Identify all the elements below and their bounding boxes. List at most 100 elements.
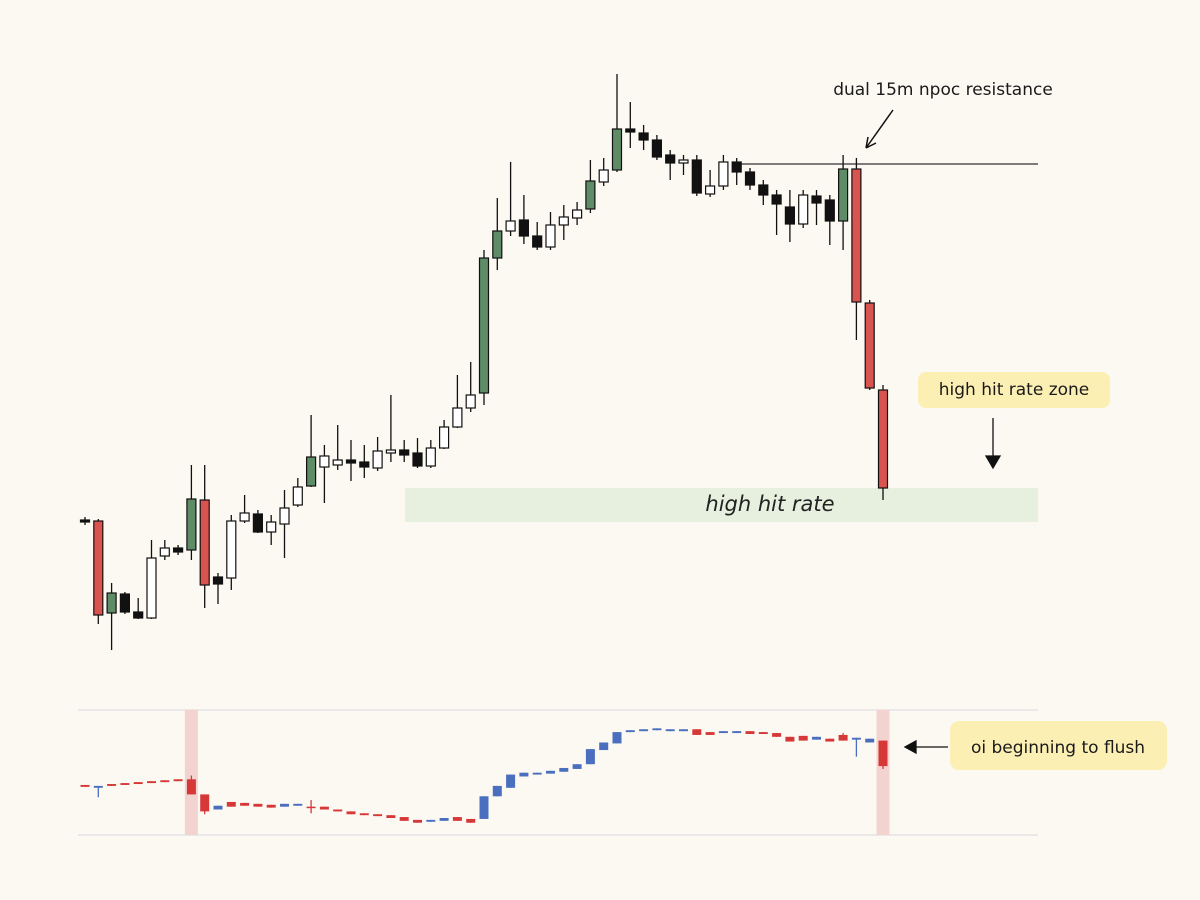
candle-body (465, 394, 476, 409)
candle-body (346, 811, 356, 815)
candle-body (119, 593, 131, 613)
candle-body (545, 224, 556, 248)
candle-body (212, 576, 224, 585)
candle-body (466, 818, 476, 823)
highlight (184, 710, 198, 835)
candle-body (266, 521, 277, 533)
candle-body (333, 809, 343, 812)
candle-body (704, 185, 716, 195)
candle-body (692, 729, 702, 735)
candle-body (345, 459, 357, 464)
candle-body (173, 779, 183, 782)
candle-body (532, 235, 543, 248)
candle-body (492, 230, 503, 259)
candle-body (558, 216, 569, 226)
candle-body (478, 257, 490, 394)
background-marks: high hit rate (184, 163, 1038, 835)
note-pill (918, 372, 1110, 408)
candle-body (226, 801, 236, 807)
candle-body (784, 206, 796, 225)
candle-body (878, 740, 888, 767)
candle-body (452, 817, 462, 821)
candle-body (253, 803, 263, 807)
candle-body (732, 731, 742, 734)
candle-body (133, 782, 143, 785)
candle-body (147, 781, 156, 784)
candle-body (213, 805, 223, 810)
candle-body (598, 169, 609, 183)
zone-label: high hit rate (705, 492, 834, 516)
candle-body (571, 209, 583, 219)
candle-body (785, 736, 795, 742)
candle-body (439, 818, 449, 821)
annotation: high hit rate zone (939, 380, 1090, 400)
candle-body (266, 804, 276, 808)
candle-body (106, 592, 117, 614)
candle-body (386, 815, 396, 819)
candle-body (293, 803, 303, 806)
candle-body (107, 784, 117, 786)
annotation: dual 15m npoc resistance (833, 80, 1053, 100)
candle-body (838, 734, 848, 741)
candle-body (546, 770, 555, 774)
candle-body (399, 449, 410, 456)
candle-body (280, 803, 289, 807)
candle-body (744, 171, 756, 186)
candle-body (718, 161, 729, 187)
candle-body (599, 742, 609, 751)
candle-body (639, 729, 649, 732)
candle-body (186, 779, 196, 795)
candle-body (292, 486, 303, 506)
candle-body (146, 557, 157, 619)
candle-body (319, 455, 330, 468)
candle-body (425, 447, 436, 467)
candle-body (745, 731, 755, 734)
candle-body (559, 767, 569, 772)
candle-body (186, 498, 197, 551)
candle-body (200, 794, 210, 812)
candle-body (373, 814, 383, 817)
zone (405, 488, 1038, 522)
candle-body (385, 449, 396, 454)
candle-body (492, 785, 502, 797)
candle-body (505, 220, 516, 232)
candle-body (519, 772, 529, 777)
candle-body (79, 519, 91, 523)
candle-body (798, 194, 809, 225)
candle-body (359, 813, 369, 816)
candle-body (479, 796, 489, 819)
candle-body (199, 499, 210, 586)
candle-body (731, 161, 742, 173)
candle-body (332, 459, 343, 466)
note-pill (950, 721, 1167, 770)
candle-body (837, 168, 849, 222)
candle-body (771, 194, 782, 205)
candle-body (772, 733, 782, 737)
candle-body (532, 772, 542, 775)
candle-body (518, 219, 530, 237)
candle-body (279, 507, 290, 525)
candle-body (93, 785, 103, 788)
candle-body (319, 806, 329, 810)
candle-body (679, 729, 688, 732)
arrow (984, 418, 1002, 470)
candle-body (718, 731, 728, 734)
highlight (876, 710, 890, 835)
candle-body (159, 547, 170, 557)
candle-body (851, 737, 861, 740)
candle-body (877, 389, 889, 489)
candle-body (226, 520, 237, 579)
candle-body (798, 735, 808, 741)
candle-body (811, 195, 822, 204)
candle-body (812, 736, 821, 740)
candle-body (864, 302, 875, 389)
candle-body (865, 738, 875, 743)
candle-body (665, 729, 675, 732)
candle-body (611, 128, 623, 171)
candle-body (612, 732, 622, 744)
annotation: oi beginning to flush (971, 738, 1145, 758)
candle-body (372, 450, 383, 469)
candle-body (452, 407, 463, 428)
candle-body (413, 819, 422, 823)
